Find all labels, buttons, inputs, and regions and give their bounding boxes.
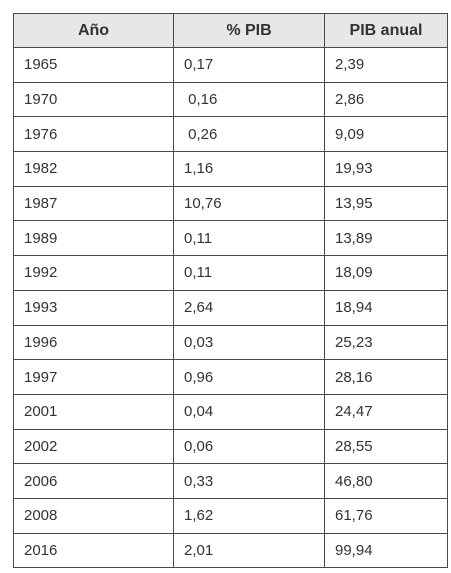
cell-pib-percent: 0,04 bbox=[173, 393, 325, 430]
table-row: 2002 0,06 28,55 bbox=[13, 428, 448, 465]
table-row: 2006 0,33 46,80 bbox=[13, 463, 448, 499]
cell-pib-percent: 0,96 bbox=[173, 359, 325, 395]
cell-year: 1982 bbox=[13, 151, 174, 187]
cell-pib-percent: 10,76 bbox=[173, 185, 325, 222]
cell-year: 1965 bbox=[13, 47, 174, 83]
cell-pib-annual: 18,09 bbox=[324, 255, 448, 291]
cell-pib-percent: 1,62 bbox=[173, 497, 325, 534]
cell-pib-annual: 99,94 bbox=[324, 532, 448, 569]
cell-pib-percent: 0,16 bbox=[173, 81, 325, 118]
table-row: 2016 2,01 99,94 bbox=[13, 532, 448, 569]
header-year: Año bbox=[13, 13, 174, 48]
table-row: 2001 0,04 24,47 bbox=[13, 393, 448, 430]
cell-pib-percent: 2,64 bbox=[173, 289, 325, 326]
table-row: 1976 0,26 9,09 bbox=[13, 116, 448, 153]
cell-year: 2002 bbox=[13, 428, 174, 465]
cell-year: 1989 bbox=[13, 220, 174, 257]
header-pib-percent: % PIB bbox=[173, 13, 325, 48]
cell-year: 1987 bbox=[13, 185, 174, 222]
table-row: 1965 0,17 2,39 bbox=[13, 47, 448, 83]
cell-pib-annual: 2,39 bbox=[324, 47, 448, 83]
cell-pib-percent: 0,06 bbox=[173, 428, 325, 465]
cell-pib-annual: 9,09 bbox=[324, 116, 448, 153]
table-row: 1996 0,03 25,23 bbox=[13, 324, 448, 361]
cell-year: 2006 bbox=[13, 463, 174, 499]
cell-year: 2008 bbox=[13, 497, 174, 534]
table-header-row: Año % PIB PIB anual bbox=[13, 13, 448, 48]
cell-pib-percent: 2,01 bbox=[173, 532, 325, 569]
cell-pib-annual: 19,93 bbox=[324, 151, 448, 187]
table-row: 1970 0,16 2,86 bbox=[13, 81, 448, 118]
cell-pib-annual: 28,16 bbox=[324, 359, 448, 395]
table-row: 2008 1,62 61,76 bbox=[13, 497, 448, 534]
cell-pib-annual: 25,23 bbox=[324, 324, 448, 361]
cell-pib-annual: 46,80 bbox=[324, 463, 448, 499]
cell-pib-annual: 28,55 bbox=[324, 428, 448, 465]
data-table-container: Año % PIB PIB anual 1965 0,17 2,39 1970 0,1… bbox=[13, 13, 448, 569]
cell-pib-annual: 61,76 bbox=[324, 497, 448, 534]
cell-year: 1993 bbox=[13, 289, 174, 326]
table-row: 1997 0,96 28,16 bbox=[13, 359, 448, 395]
table-row: 1992 0,11 18,09 bbox=[13, 255, 448, 291]
table-row: 1993 2,64 18,94 bbox=[13, 289, 448, 326]
cell-pib-percent: 0,33 bbox=[173, 463, 325, 499]
cell-pib-percent: 0,11 bbox=[173, 255, 325, 291]
cell-pib-percent: 0,03 bbox=[173, 324, 325, 361]
cell-pib-annual: 18,94 bbox=[324, 289, 448, 326]
cell-pib-annual: 2,86 bbox=[324, 81, 448, 118]
cell-year: 1976 bbox=[13, 116, 174, 153]
table-row: 1987 10,76 13,95 bbox=[13, 185, 448, 222]
cell-pib-percent: 0,26 bbox=[173, 116, 325, 153]
cell-pib-annual: 13,95 bbox=[324, 185, 448, 222]
cell-year: 1970 bbox=[13, 81, 174, 118]
table-row: 1989 0,11 13,89 bbox=[13, 220, 448, 257]
cell-pib-percent: 0,11 bbox=[173, 220, 325, 257]
data-table: Año % PIB PIB anual 1965 0,17 2,39 1970 0,1… bbox=[13, 13, 448, 569]
cell-year: 1992 bbox=[13, 255, 174, 291]
cell-pib-percent: 0,17 bbox=[173, 47, 325, 83]
header-pib-annual: PIB anual bbox=[324, 13, 448, 48]
cell-year: 2001 bbox=[13, 393, 174, 430]
cell-year: 2016 bbox=[13, 532, 174, 569]
cell-pib-annual: 13,89 bbox=[324, 220, 448, 257]
cell-year: 1996 bbox=[13, 324, 174, 361]
cell-pib-annual: 24,47 bbox=[324, 393, 448, 430]
cell-year: 1997 bbox=[13, 359, 174, 395]
cell-pib-percent: 1,16 bbox=[173, 151, 325, 187]
table-row: 1982 1,16 19,93 bbox=[13, 151, 448, 187]
